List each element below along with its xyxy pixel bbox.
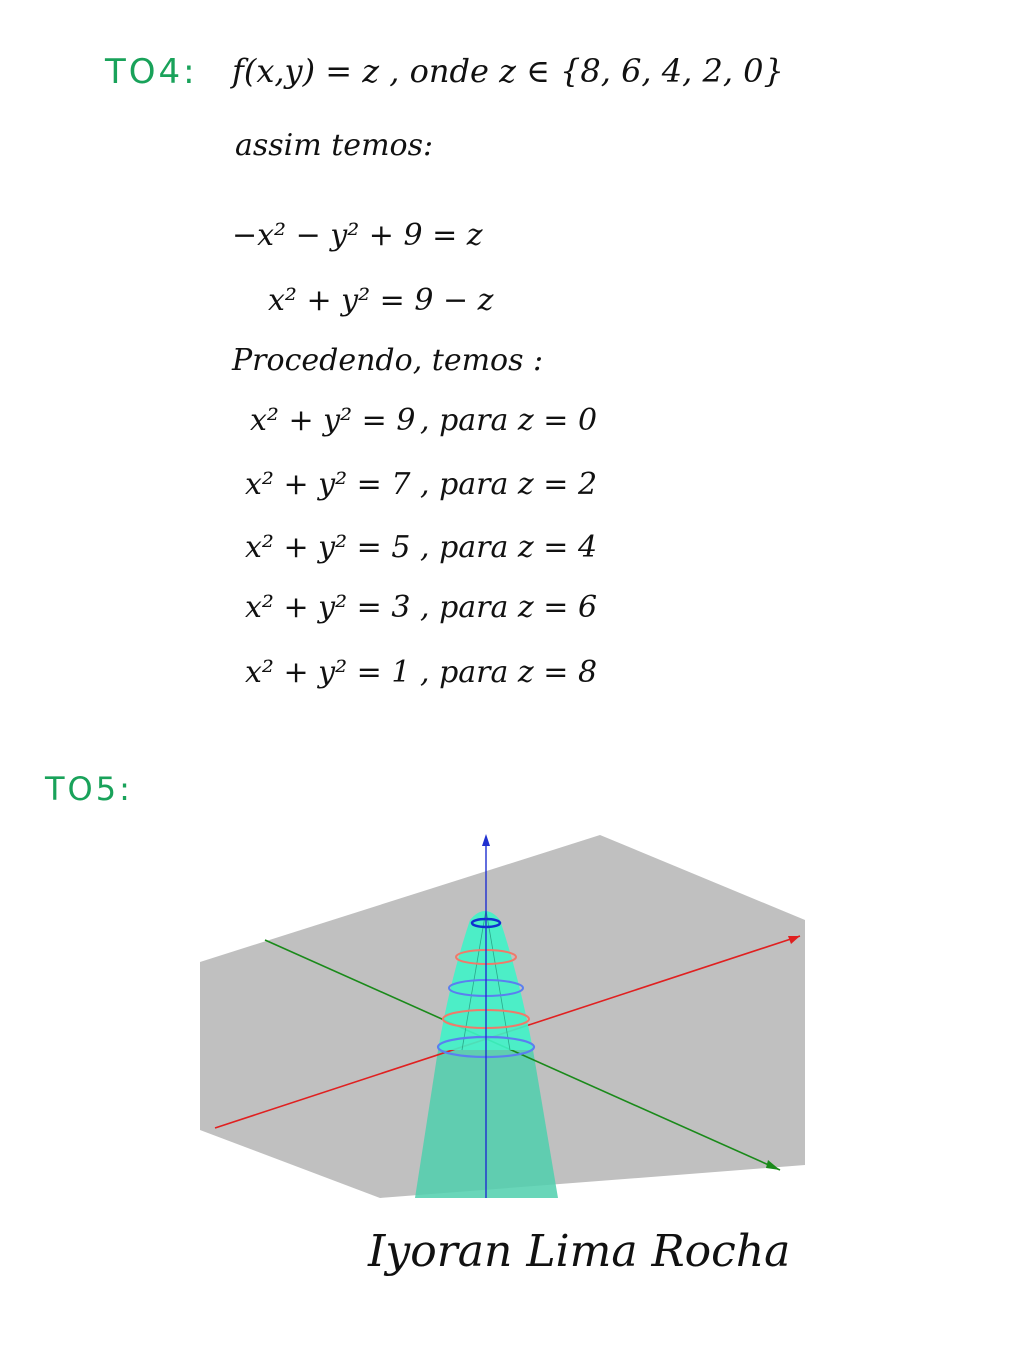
signature: Iyoran Lima Rocha [368, 1226, 790, 1277]
level-curve-cond: , para z = 0 [420, 403, 597, 438]
question-5-label: TO5: [45, 770, 133, 808]
level-curve-cond: , para z = 6 [420, 590, 597, 625]
paraboloid-3d-plot [200, 830, 810, 1200]
equation-2: x² + y² = 9 − z [268, 283, 493, 318]
level-curve-eq: x² + y² = 3 [245, 590, 410, 625]
equation-1: −x² − y² + 9 = z [232, 218, 483, 253]
level-curve-cond: , para z = 8 [420, 655, 597, 690]
level-curve-eq: x² + y² = 7 [245, 467, 410, 502]
level-curve-eq: x² + y² = 1 [245, 655, 410, 690]
level-curve-eq: x² + y² = 9 [250, 403, 415, 438]
level-curve-eq: x² + y² = 5 [245, 530, 410, 565]
level-curve-cond: , para z = 2 [420, 467, 597, 502]
procedure-text: Procedendo, temos : [232, 343, 543, 378]
function-definition: f(x,y) = z , onde z ∈ {8, 6, 4, 2, 0} [232, 52, 784, 90]
question-4-label: TO4: [105, 52, 198, 92]
level-curve-cond: , para z = 4 [420, 530, 597, 565]
z-axis-arrow [482, 834, 490, 846]
intro-text: assim temos: [235, 128, 433, 163]
